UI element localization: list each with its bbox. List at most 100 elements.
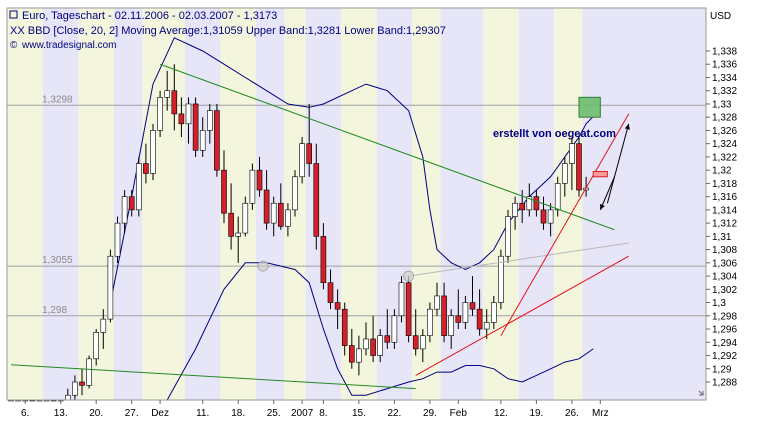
week-stripe	[142, 8, 185, 400]
target-zone	[578, 96, 601, 118]
candle-body	[483, 322, 490, 330]
candle	[377, 329, 384, 363]
candle-body	[150, 130, 156, 174]
candle-body	[554, 183, 561, 211]
y-tick-label: 1,29	[712, 364, 732, 375]
bollinger-bands	[109, 37, 594, 401]
red-trendline	[500, 113, 630, 336]
candle	[561, 156, 568, 197]
candle-body	[277, 202, 284, 227]
candle-body	[192, 103, 199, 151]
y-tick-label: 1,298	[712, 311, 737, 322]
candle	[192, 97, 199, 157]
x-tick-label: Dez	[151, 408, 169, 419]
candle-body	[207, 110, 213, 131]
candle-body	[363, 338, 369, 350]
x-tick-label: 18.	[231, 408, 245, 419]
candle	[136, 156, 142, 217]
y-tick-label: 1,33	[712, 99, 732, 110]
y-axis: 1,338 1,336 1,334 1,332 1,33 1,328 1,326 1,324 1…	[706, 47, 737, 389]
candle-body	[256, 169, 263, 191]
x-tick-label: Mrz	[592, 408, 609, 419]
candle	[554, 176, 561, 217]
candle-body	[178, 113, 185, 125]
candle	[178, 97, 185, 138]
candle-body	[490, 302, 497, 323]
y-tick-label: 1,318	[712, 179, 737, 190]
candle-body	[405, 282, 412, 336]
candle-body	[128, 196, 135, 211]
candle	[235, 216, 241, 263]
candle-body	[320, 236, 327, 284]
candle-body	[384, 335, 391, 343]
candle	[86, 355, 92, 389]
candle	[157, 90, 163, 138]
candle-body	[455, 315, 462, 323]
candle	[72, 375, 78, 400]
candle	[228, 183, 234, 250]
candle-body	[370, 338, 376, 356]
watermark-annotation: erstellt von oegeat.com	[493, 128, 616, 140]
candle	[128, 190, 135, 217]
candle	[341, 302, 348, 356]
candle-body	[185, 103, 192, 125]
week-stripe	[184, 8, 221, 400]
y-tick-label: 1,32	[712, 166, 732, 177]
candle-body	[157, 97, 163, 131]
x-tick-label: 2007	[291, 408, 314, 419]
candle	[384, 309, 391, 349]
y-tick-label: 1,312	[712, 219, 737, 230]
candle	[171, 64, 178, 131]
candle	[391, 309, 398, 349]
candle	[434, 282, 440, 316]
candle-body	[512, 202, 518, 217]
candle	[327, 269, 334, 310]
y-tick-label: 1,31	[712, 232, 732, 243]
resize-corner-icon[interactable]	[698, 390, 704, 396]
candles	[8, 64, 589, 402]
candle	[356, 335, 362, 376]
x-tick-label: 19.	[529, 408, 543, 419]
candle-body	[221, 169, 227, 214]
candle-body	[121, 196, 128, 224]
candle	[143, 143, 149, 184]
candle	[185, 97, 192, 144]
arrow-head-icon	[624, 123, 630, 130]
reference-label: 1,298	[42, 305, 67, 316]
y-tick-label: 1,322	[712, 152, 737, 163]
candle	[398, 276, 405, 323]
candle	[526, 183, 533, 217]
y-tick-label: 1,306	[712, 258, 737, 269]
candle	[547, 203, 554, 237]
candle	[270, 196, 277, 237]
candle	[285, 203, 291, 237]
candle-body	[377, 335, 384, 356]
candle-body	[235, 232, 241, 237]
upper-band	[109, 37, 594, 303]
candle	[242, 196, 249, 237]
candle-body	[313, 163, 320, 237]
candle	[427, 302, 433, 343]
candle	[100, 309, 107, 349]
candle-body	[107, 255, 114, 320]
candle-body	[469, 302, 476, 310]
candle-body	[348, 345, 355, 363]
candle-body	[199, 130, 206, 151]
candle-body	[292, 176, 298, 211]
candle	[107, 249, 114, 323]
candle-body	[263, 189, 270, 224]
y-tick-label: 1,308	[712, 245, 737, 256]
series-checkbox-icon[interactable]	[9, 10, 18, 19]
y-tick-label: 1,332	[712, 86, 737, 97]
week-stripe	[582, 8, 706, 400]
candle	[483, 309, 490, 339]
candle-body	[164, 90, 170, 98]
candle-body	[285, 209, 291, 227]
y-tick-label: 1,336	[712, 60, 737, 71]
candle-body	[143, 163, 149, 174]
week-stripe	[7, 8, 43, 400]
candle	[150, 123, 156, 181]
x-tick-label: Feb	[450, 408, 468, 419]
candle-body	[334, 302, 341, 310]
copyright-icon: ©	[10, 40, 18, 51]
